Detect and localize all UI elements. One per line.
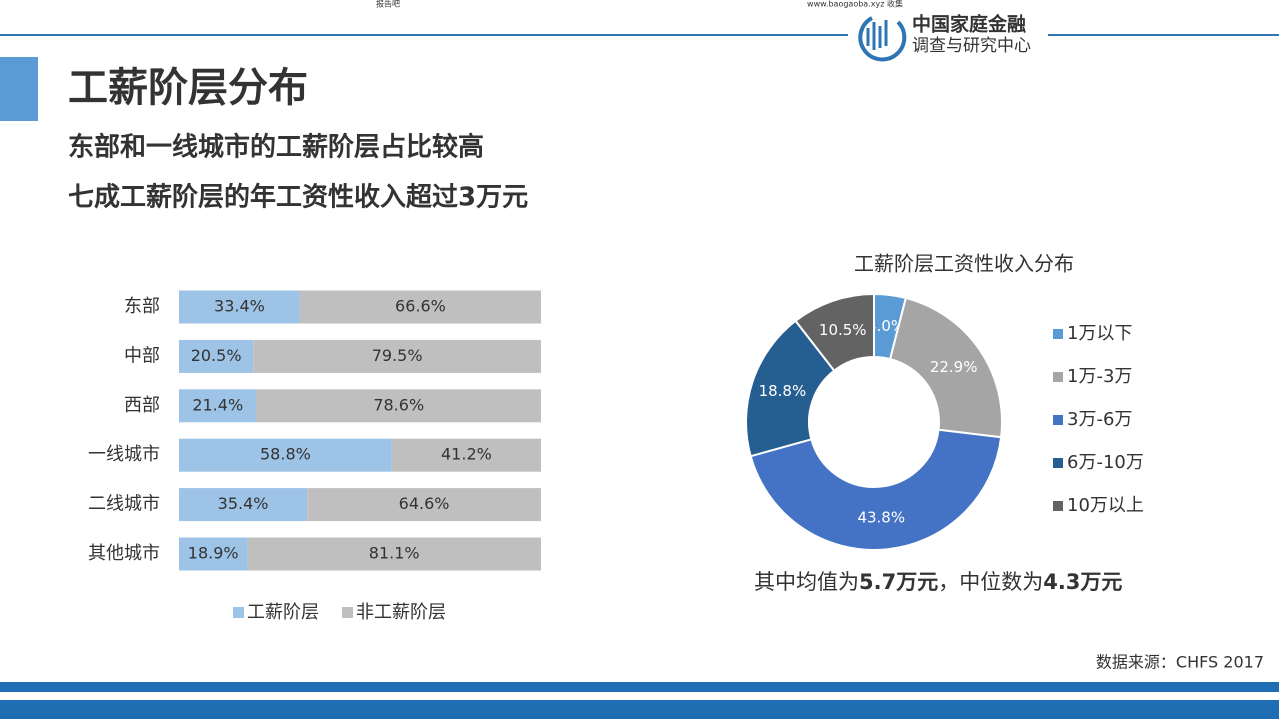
bar xyxy=(179,290,300,324)
legend-label: 工薪阶层 xyxy=(247,602,319,623)
value-label: 18.9% xyxy=(188,544,239,563)
watermark: 报告吧 xyxy=(376,0,400,9)
value-label: 58.8% xyxy=(260,445,311,464)
legend-swatch xyxy=(233,607,244,618)
value-label: 78.6% xyxy=(373,395,424,414)
note-part: 其中均值为 xyxy=(754,570,859,594)
bar xyxy=(179,488,308,522)
bar xyxy=(253,339,541,373)
value-label: 66.6% xyxy=(395,297,446,316)
watermark: www.baogaoba.xyz 收集 xyxy=(807,0,903,9)
legend-swatch xyxy=(1053,458,1063,468)
note-part: 5.7万元 xyxy=(859,570,938,594)
y-tick-label: 二线城市 xyxy=(88,494,160,515)
value-label: 41.2% xyxy=(441,445,492,464)
legend-swatch xyxy=(342,607,353,618)
bar xyxy=(179,339,254,373)
logo-icon xyxy=(858,16,907,62)
subtitle: 东部和一线城市的工薪阶层占比较高 xyxy=(68,132,484,163)
value-label: 43.8% xyxy=(857,509,905,527)
slide-title: 工薪阶层分布 xyxy=(68,65,308,111)
donut-slice xyxy=(745,319,836,458)
value-label: 35.4% xyxy=(218,494,269,513)
legend-swatch xyxy=(1053,415,1063,425)
source: 数据来源：CHFS 2017 xyxy=(1096,653,1264,672)
legend-label: 1万-3万 xyxy=(1067,366,1132,387)
y-tick-label: 西部 xyxy=(124,395,160,416)
legend-swatch xyxy=(1053,372,1063,382)
y-tick-label: 中部 xyxy=(124,345,160,366)
value-label: 10.5% xyxy=(819,321,867,339)
y-tick-label: 其他城市 xyxy=(88,543,160,564)
chart-title: 工薪阶层工资性收入分布 xyxy=(854,252,1074,276)
logo-text: 中国家庭金融 xyxy=(912,13,1026,36)
bar xyxy=(247,537,541,571)
bar xyxy=(179,389,257,423)
value-label: 4.0% xyxy=(867,317,905,335)
title-accent xyxy=(0,57,38,121)
donut-slice xyxy=(794,292,875,373)
subtitle: 七成工薪阶层的年工资性收入超过3万元 xyxy=(68,182,528,213)
legend-label: 非工薪阶层 xyxy=(356,602,446,623)
bar xyxy=(307,488,541,522)
note: 其中均值为5.7万元，中位数为4.3万元 xyxy=(754,570,1122,594)
bar xyxy=(299,290,541,324)
legend-label: 3万-6万 xyxy=(1067,409,1132,430)
donut-slice xyxy=(749,428,1003,552)
value-label: 64.6% xyxy=(399,494,450,513)
legend-swatch xyxy=(1053,501,1063,511)
value-label: 18.8% xyxy=(759,382,807,400)
note-part: 4.3万元 xyxy=(1043,570,1122,594)
value-label: 79.5% xyxy=(372,346,423,365)
bar xyxy=(391,438,541,472)
donut-slice xyxy=(888,296,1003,439)
value-label: 20.5% xyxy=(191,346,242,365)
value-label: 81.1% xyxy=(369,544,420,563)
bar xyxy=(179,537,248,571)
value-label: 21.4% xyxy=(192,395,243,414)
bar xyxy=(179,438,392,472)
footer-band xyxy=(0,682,1279,692)
bar xyxy=(256,389,541,423)
y-tick-label: 东部 xyxy=(124,296,160,317)
value-label: 22.9% xyxy=(930,358,978,376)
y-tick-label: 一线城市 xyxy=(88,444,160,465)
logo-text: 调查与研究中心 xyxy=(912,36,1031,56)
note-part: ，中位数为 xyxy=(938,570,1043,594)
legend-label: 10万以上 xyxy=(1067,495,1144,516)
legend-label: 6万-10万 xyxy=(1067,452,1144,473)
legend-swatch xyxy=(1053,329,1063,339)
value-label: 33.4% xyxy=(214,297,265,316)
footer-band xyxy=(0,700,1279,719)
legend-label: 1万以下 xyxy=(1067,323,1132,344)
